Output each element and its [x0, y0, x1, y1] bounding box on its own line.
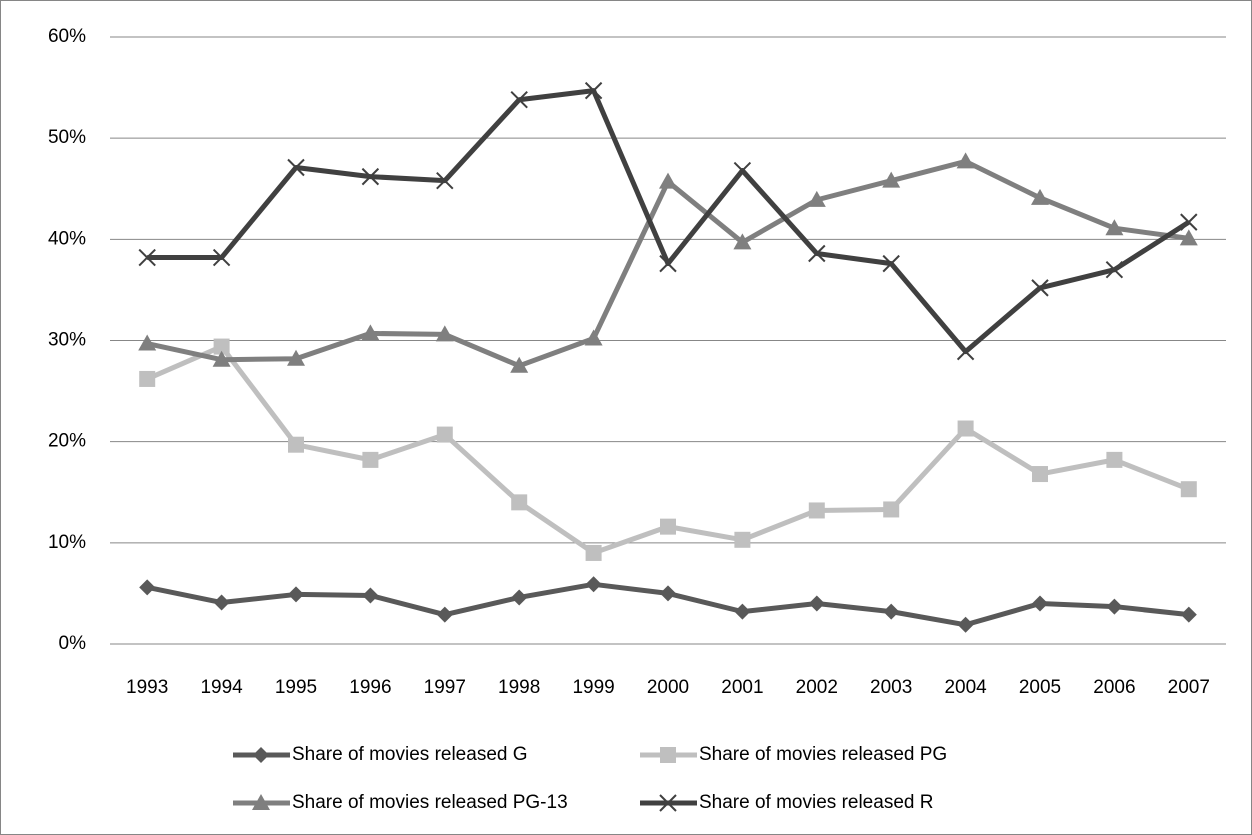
- x-tick-label: 2001: [721, 677, 763, 698]
- data-point: [138, 248, 156, 267]
- legend-label: Share of movies released G: [292, 744, 528, 765]
- data-point: [139, 579, 156, 596]
- data-point: [212, 350, 231, 367]
- data-point: [213, 594, 230, 611]
- data-point: [1031, 279, 1049, 297]
- data-point: [361, 324, 380, 341]
- x-tick-label: 2005: [1019, 677, 1061, 698]
- legend-marker: [659, 794, 677, 812]
- data-point: [362, 451, 379, 468]
- data-point: [436, 606, 453, 623]
- data-point: [213, 338, 230, 355]
- data-point: [882, 254, 900, 273]
- y-tick-label: 10%: [48, 532, 86, 553]
- x-tick-label: 1997: [424, 677, 466, 698]
- y-tick-label: 30%: [48, 330, 86, 351]
- data-point: [584, 81, 603, 100]
- data-point: [808, 502, 825, 519]
- data-point: [139, 370, 156, 387]
- x-tick-label: 1998: [498, 677, 540, 698]
- data-point: [212, 248, 231, 267]
- data-point: [436, 171, 454, 190]
- data-point: [883, 501, 900, 518]
- y-tick-label: 20%: [48, 431, 86, 452]
- data-point: [807, 190, 826, 207]
- data-point: [957, 616, 974, 633]
- data-point: [138, 334, 157, 351]
- data-point: [511, 589, 528, 606]
- data-point: [1105, 219, 1124, 236]
- x-tick-label: 2003: [870, 677, 912, 698]
- data-point: [436, 426, 453, 443]
- data-point: [362, 587, 379, 604]
- data-point: [1032, 466, 1048, 483]
- data-point: [435, 325, 454, 342]
- data-point: [1180, 213, 1198, 231]
- data-point: [510, 91, 528, 109]
- y-tick-label: 40%: [48, 228, 86, 249]
- data-point: [585, 576, 602, 593]
- data-point: [1106, 451, 1123, 468]
- data-point: [733, 161, 752, 180]
- data-point: [733, 233, 752, 250]
- data-point: [1179, 229, 1198, 246]
- x-tick-label: 2000: [647, 677, 689, 698]
- x-tick-label: 2002: [796, 677, 838, 698]
- y-tick-label: 50%: [48, 127, 86, 148]
- legend-marker: [253, 747, 269, 763]
- x-tick-label: 1996: [349, 677, 391, 698]
- data-point: [956, 152, 975, 169]
- x-tick-label: 2007: [1168, 677, 1210, 698]
- x-tick-label: 1995: [275, 677, 317, 698]
- data-point: [808, 595, 825, 612]
- data-point: [660, 518, 676, 535]
- data-point: [288, 436, 304, 453]
- data-point: [584, 329, 603, 346]
- data-point: [957, 420, 974, 437]
- data-point: [511, 494, 528, 511]
- data-point: [1106, 598, 1123, 615]
- data-point: [1032, 595, 1048, 612]
- x-tick-label: 1999: [572, 677, 614, 698]
- data-point: [956, 342, 975, 361]
- data-point: [882, 171, 901, 188]
- legend-marker: [660, 747, 676, 763]
- data-point: [660, 585, 676, 602]
- data-point: [361, 167, 380, 186]
- data-point: [288, 586, 304, 603]
- data-point: [1180, 481, 1197, 498]
- x-tick-label: 2006: [1093, 677, 1135, 698]
- data-point: [734, 531, 751, 548]
- data-point: [287, 158, 305, 177]
- x-tick-label: 2004: [944, 677, 987, 698]
- y-tick-label: 60%: [48, 26, 86, 47]
- legend-label: Share of movies released R: [699, 792, 933, 813]
- data-point: [1105, 260, 1124, 279]
- legend-marker: [252, 794, 270, 810]
- data-point: [287, 349, 305, 366]
- y-tick-label: 0%: [59, 633, 87, 654]
- legend-label: Share of movies released PG: [699, 744, 947, 765]
- data-point: [883, 603, 900, 620]
- x-tick-label: 1993: [126, 677, 168, 698]
- data-point: [1031, 188, 1049, 205]
- data-point: [734, 603, 751, 620]
- data-point: [659, 172, 677, 189]
- data-point: [808, 244, 826, 263]
- data-point: [510, 356, 529, 373]
- x-tick-label: 1994: [200, 677, 243, 698]
- legend-label: Share of movies released PG-13: [292, 792, 568, 813]
- data-point: [1180, 606, 1197, 623]
- data-point: [659, 254, 677, 273]
- data-point: [585, 544, 602, 561]
